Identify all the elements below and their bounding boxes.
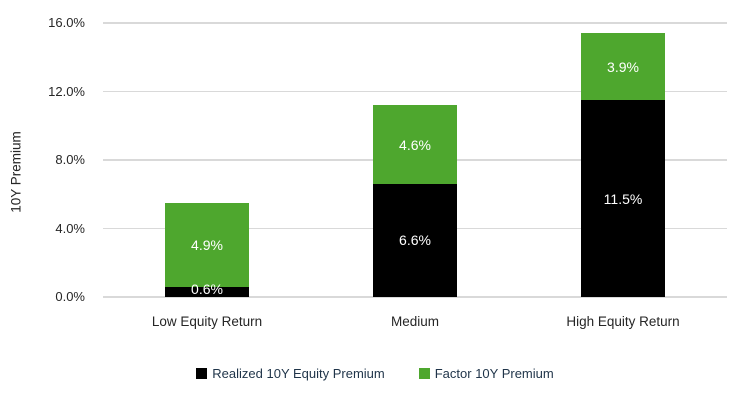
bar-segment [581,33,665,101]
legend-label: Realized 10Y Equity Premium [212,366,385,381]
gridline [103,90,727,93]
y-axis-tick-label: 8.0% [55,152,85,167]
legend-item: Realized 10Y Equity Premium [196,366,385,381]
data-label: 3.9% [607,58,639,75]
legend-swatch-icon [418,368,430,379]
data-label: 0.6% [191,280,223,297]
data-label: 4.6% [399,136,431,153]
x-axis-category-label: Medium [390,314,439,329]
data-label: 4.9% [191,236,223,253]
bar-segment [165,286,249,297]
y-axis-tick-label: 16.0% [48,15,85,30]
y-axis-title: 10Y Premium [8,131,24,213]
bar-segment [581,100,665,297]
data-label: 6.6% [399,232,431,249]
y-axis-tick-label: 4.0% [55,220,85,236]
legend-item: Factor 10Y Premium [418,366,554,381]
bar-segment [165,202,249,287]
gridline [103,22,727,24]
x-axis-category-label: Low Equity Return [151,314,263,329]
chart-legend: Realized 10Y Equity Premium Factor 10Y Pr… [0,366,750,381]
gridline [103,296,727,298]
legend-label: Factor 10Y Premium [434,366,554,381]
legend-swatch-icon [196,368,208,379]
y-axis-tick-label: 12.0% [48,83,85,99]
y-axis-tick-label: 0.0% [55,289,85,304]
x-axis-category-label: High Equity Return [566,314,680,329]
data-label: 11.5% [603,190,643,207]
bar-segment [373,183,457,297]
bar-segment [373,105,457,184]
